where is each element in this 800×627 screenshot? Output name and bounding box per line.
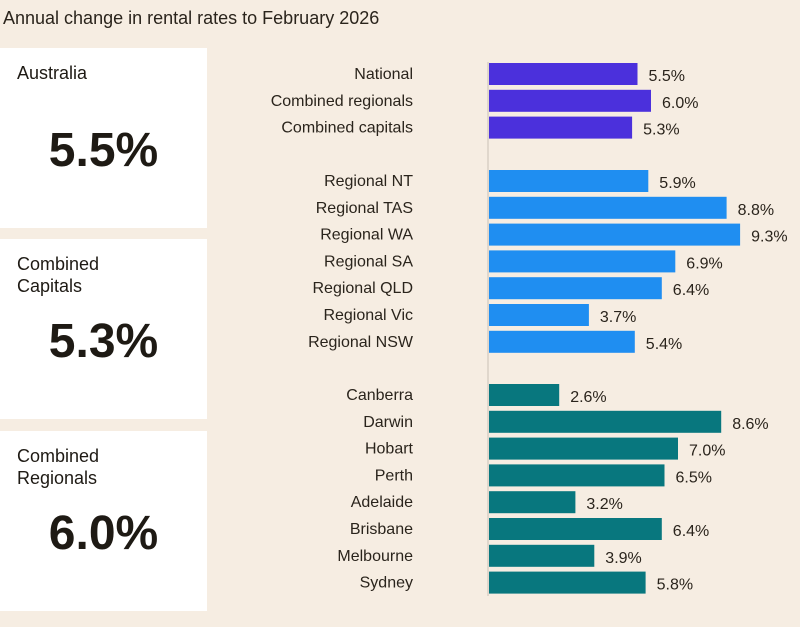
category-label: Adelaide	[351, 494, 413, 511]
card-value: 5.5%	[48, 124, 159, 177]
category-label: Combined regionals	[271, 93, 413, 110]
card-label: Australia	[17, 63, 88, 83]
card-value: 6.0%	[48, 507, 159, 560]
bar	[489, 89, 651, 112]
data-label: 6.5%	[676, 469, 712, 486]
bar	[489, 116, 633, 139]
card-label: Combined Regionals	[17, 446, 100, 488]
data-label: 3.2%	[586, 496, 622, 513]
data-label: 9.3%	[751, 229, 787, 246]
bar	[489, 250, 676, 273]
bar	[489, 196, 727, 219]
category-label: Regional Vic	[323, 307, 413, 324]
bar	[489, 304, 589, 326]
data-label: 8.6%	[732, 416, 768, 433]
data-label: 5.5%	[649, 68, 685, 85]
category-label: Canberra	[346, 387, 413, 404]
bar	[489, 410, 722, 433]
category-label: Melbourne	[337, 548, 413, 565]
data-label: 3.9%	[605, 550, 641, 567]
category-label: Regional TAS	[316, 200, 413, 217]
bar	[489, 223, 741, 246]
data-label: 6.9%	[686, 255, 722, 272]
card-label: Combined Capitals	[17, 254, 100, 296]
category-label: Sydney	[360, 575, 413, 592]
data-label: 2.6%	[570, 389, 606, 406]
data-label: 5.3%	[643, 122, 679, 139]
card-value: 5.3%	[48, 315, 159, 368]
data-label: 6.0%	[662, 95, 698, 112]
bar	[489, 544, 595, 567]
data-label: 7.0%	[689, 443, 725, 460]
bar	[489, 277, 662, 300]
data-label: 6.4%	[673, 282, 709, 299]
category-label: Regional WA	[320, 227, 413, 244]
data-label: 6.4%	[673, 523, 709, 540]
data-label: 8.8%	[738, 202, 774, 219]
category-label: Regional NSW	[308, 334, 414, 351]
category-label: Regional SA	[324, 253, 413, 270]
bar	[489, 491, 576, 514]
bar	[489, 464, 665, 487]
bar	[489, 384, 560, 406]
category-label: Regional QLD	[313, 280, 414, 297]
card-australia: Australia 5.5%	[0, 48, 207, 228]
bar	[489, 63, 638, 85]
card-combined-capitals: Combined Capitals 5.3%	[0, 239, 207, 419]
category-label: Perth	[375, 467, 413, 484]
category-label: Regional NT	[324, 173, 413, 190]
category-label: Combined capitals	[281, 120, 413, 137]
bar	[489, 330, 635, 353]
category-label: Darwin	[363, 414, 413, 431]
data-label: 5.4%	[646, 336, 682, 353]
category-label: Brisbane	[350, 521, 413, 538]
bar	[489, 571, 646, 594]
data-label: 5.9%	[659, 175, 695, 192]
chart-title: Annual change in rental rates to Februar…	[3, 8, 380, 28]
category-label: Hobart	[365, 441, 414, 458]
bar	[489, 518, 662, 540]
card-combined-regionals: Combined Regionals 6.0%	[0, 431, 207, 611]
bar	[489, 437, 678, 460]
category-label: National	[354, 66, 413, 83]
data-label: 5.8%	[657, 577, 693, 594]
data-label: 3.7%	[600, 309, 636, 326]
bar	[489, 170, 649, 192]
